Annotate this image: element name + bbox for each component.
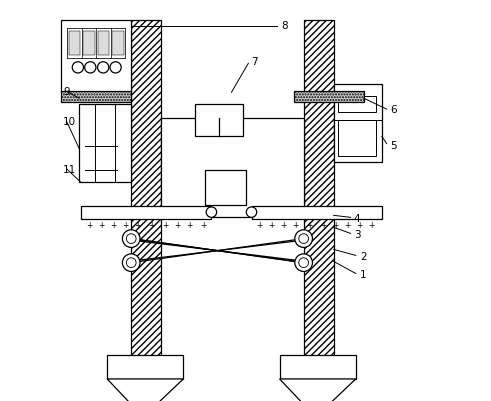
Circle shape (295, 230, 312, 247)
Text: 5: 5 (390, 142, 397, 151)
Circle shape (122, 230, 140, 247)
Text: +: + (321, 221, 327, 230)
Circle shape (299, 258, 308, 267)
Polygon shape (107, 379, 183, 401)
Text: +: + (162, 221, 168, 230)
Text: +: + (269, 221, 275, 230)
Bar (131, 20, 161, 369)
Text: +: + (345, 221, 351, 230)
Text: 10: 10 (63, 117, 76, 127)
Bar (69, 31, 80, 55)
Text: 1: 1 (360, 270, 366, 279)
Text: 8: 8 (282, 21, 288, 31)
Bar (338, 120, 376, 156)
Bar (96, 28, 110, 58)
Text: 2: 2 (360, 252, 366, 261)
Circle shape (98, 62, 109, 73)
Bar (82, 28, 96, 58)
Bar (251, 206, 382, 219)
Text: 3: 3 (354, 230, 360, 239)
Text: +: + (98, 221, 104, 230)
Bar (195, 104, 244, 136)
Polygon shape (279, 379, 356, 401)
Text: +: + (332, 221, 339, 230)
Bar (61, 91, 131, 102)
Bar (83, 31, 95, 55)
Text: +: + (186, 221, 192, 230)
Bar (61, 20, 131, 92)
Bar (161, 118, 303, 217)
Bar (79, 104, 131, 182)
Bar (303, 20, 334, 369)
Text: +: + (293, 221, 299, 230)
Circle shape (206, 207, 217, 217)
Text: 11: 11 (63, 166, 76, 175)
Text: +: + (122, 221, 128, 230)
Bar (81, 206, 212, 219)
Circle shape (299, 234, 308, 243)
Text: +: + (356, 221, 363, 230)
Text: 4: 4 (354, 214, 360, 223)
Text: +: + (110, 221, 116, 230)
Circle shape (295, 254, 312, 271)
Bar (112, 31, 124, 55)
Circle shape (85, 62, 96, 73)
Bar (107, 355, 183, 379)
Text: +: + (86, 221, 92, 230)
Text: 6: 6 (390, 105, 397, 115)
Text: +: + (174, 221, 181, 230)
Text: 9: 9 (63, 87, 70, 97)
Bar (98, 31, 109, 55)
Circle shape (72, 62, 83, 73)
Circle shape (126, 258, 136, 267)
Bar (110, 28, 125, 58)
Circle shape (122, 254, 140, 271)
Circle shape (126, 234, 136, 243)
Text: +: + (306, 221, 313, 230)
Bar (294, 91, 364, 102)
Text: +: + (280, 221, 287, 230)
Text: 7: 7 (251, 57, 258, 67)
Bar (334, 84, 382, 162)
Circle shape (110, 62, 121, 73)
Bar (205, 170, 246, 205)
Bar (338, 96, 376, 112)
Bar (279, 355, 356, 379)
Circle shape (246, 207, 257, 217)
Text: +: + (148, 221, 155, 230)
Text: +: + (134, 221, 140, 230)
Text: +: + (256, 221, 263, 230)
Bar (67, 28, 82, 58)
Text: +: + (369, 221, 375, 230)
Text: +: + (200, 221, 207, 230)
Bar (67, 28, 125, 58)
